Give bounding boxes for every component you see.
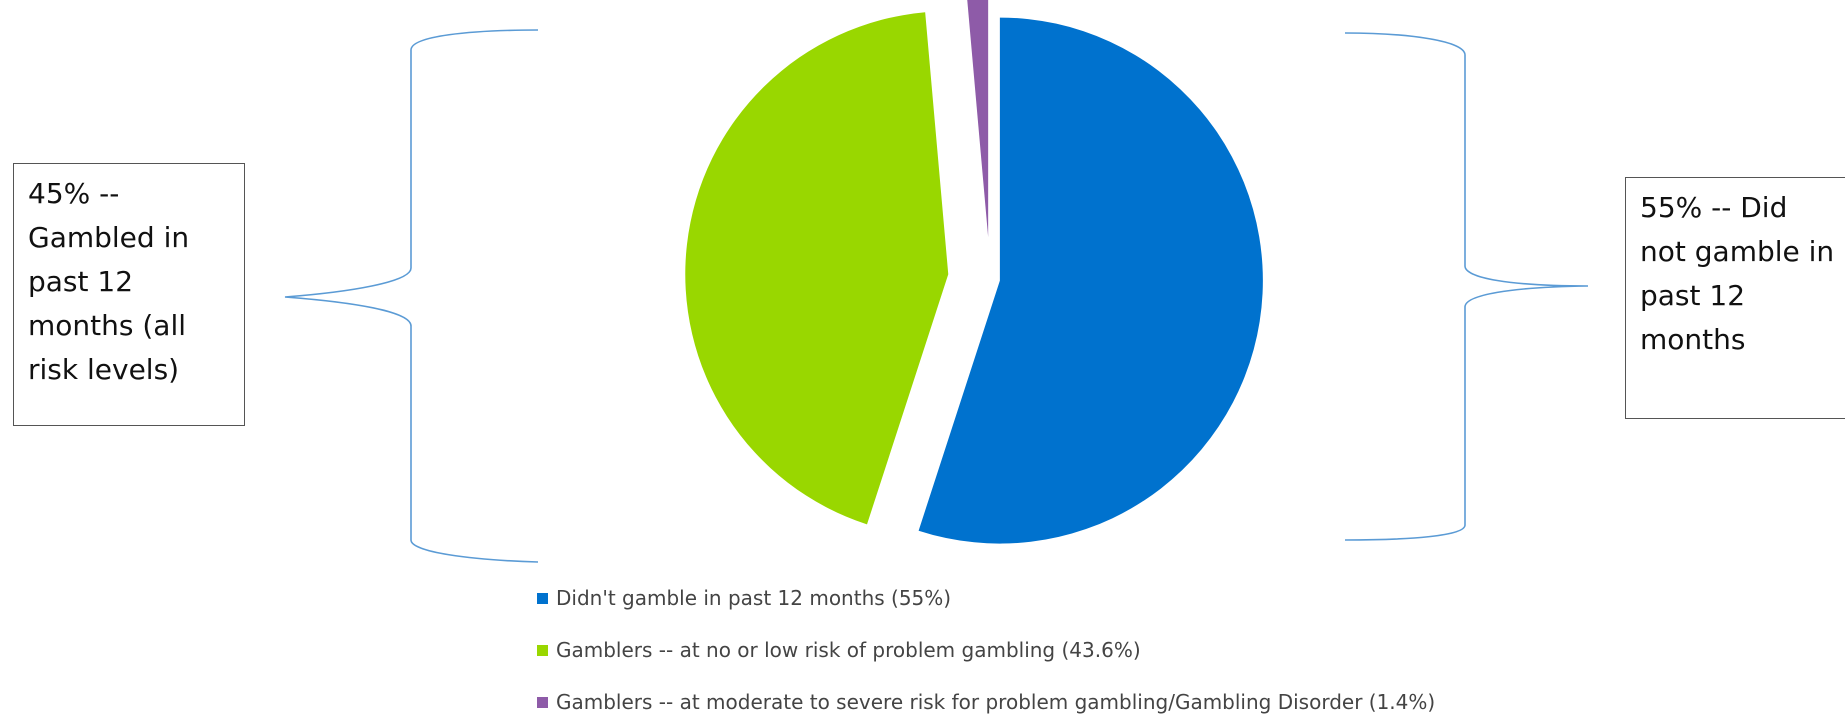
legend-swatch-blue bbox=[537, 592, 548, 604]
chart-legend: Didn't gamble in past 12 months (55%) Ga… bbox=[537, 572, 1637, 728]
pie-slice-not-gambled bbox=[918, 17, 1263, 544]
callout-right-text: 55% -- Did not gamble in past 12 months bbox=[1640, 191, 1835, 356]
legend-swatch-green bbox=[537, 644, 548, 656]
right-brace bbox=[1344, 32, 1589, 541]
left-brace bbox=[284, 29, 539, 563]
pie-slice-moderate-severe-risk bbox=[967, 0, 989, 238]
legend-item: Gamblers -- at no or low risk of problem… bbox=[537, 624, 1637, 676]
legend-label: Gamblers -- at no or low risk of problem… bbox=[556, 638, 1141, 662]
pie-chart bbox=[284, 0, 1589, 563]
callout-braces bbox=[284, 29, 1589, 563]
callout-right: 55% -- Did not gamble in past 12 months bbox=[1625, 177, 1845, 419]
legend-swatch-purple bbox=[537, 696, 548, 708]
legend-label: Gamblers -- at moderate to severe risk f… bbox=[556, 690, 1436, 714]
pie-slices bbox=[685, 0, 1263, 544]
pie-slice-low-risk bbox=[685, 12, 949, 525]
legend-item: Didn't gamble in past 12 months (55%) bbox=[537, 572, 1637, 624]
legend-label: Didn't gamble in past 12 months (55%) bbox=[556, 586, 952, 610]
callout-left: 45% -- Gambled in past 12 months (all ri… bbox=[13, 163, 245, 426]
callout-left-text: 45% -- Gambled in past 12 months (all ri… bbox=[28, 177, 190, 386]
legend-item: Gamblers -- at moderate to severe risk f… bbox=[537, 676, 1637, 728]
